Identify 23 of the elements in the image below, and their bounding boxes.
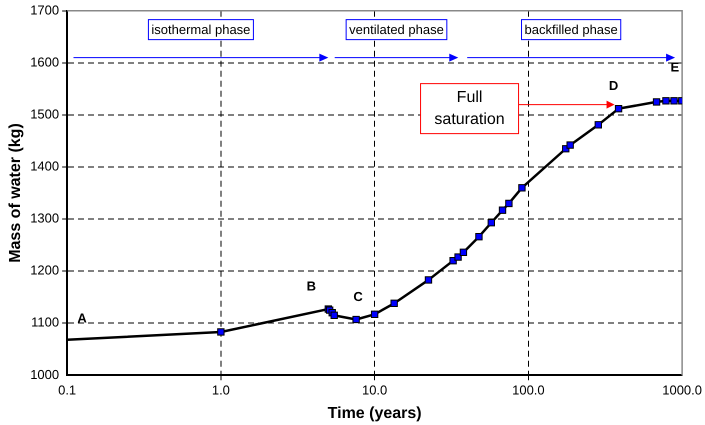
annotation: B — [306, 278, 316, 294]
annotation: A — [77, 310, 88, 326]
y-axis-title: Mass of water (kg) — [7, 123, 24, 263]
x-tick-label: 10.0 — [362, 382, 388, 398]
y-tick-label: 1000 — [30, 366, 60, 382]
y-tick-label: 1100 — [31, 314, 60, 330]
y-tick-label: 1400 — [30, 158, 60, 174]
annotation: Full saturation — [434, 89, 505, 128]
annotation: C — [353, 289, 364, 304]
annotation: D — [608, 78, 618, 94]
y-tick-label: 1300 — [30, 210, 60, 226]
x-tick-label: 1000.0 — [662, 382, 702, 398]
y-tick-label: 1200 — [30, 262, 60, 278]
y-tick-label: 1500 — [30, 106, 60, 122]
annotation: ventilated phase — [349, 22, 444, 38]
x-tick-label: 1.0 — [212, 382, 230, 398]
y-tick-label: 1700 — [30, 2, 60, 18]
annotation: isothermal phase — [151, 22, 250, 38]
y-tick-label: 1600 — [30, 54, 60, 70]
annotation: backfilled phase — [524, 22, 618, 38]
x-axis-title: Time (years) — [328, 404, 422, 422]
x-tick-label: 100.0 — [512, 382, 545, 398]
x-tick-label: 0.1 — [58, 382, 76, 398]
